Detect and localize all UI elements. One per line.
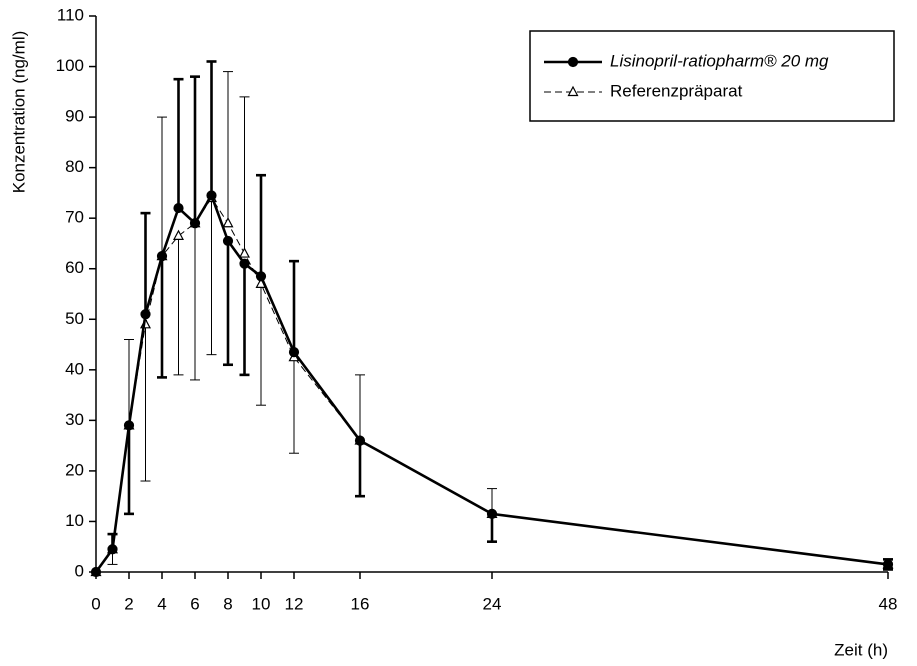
- y-tick-label: 100: [56, 56, 84, 75]
- x-tick-label: 24: [483, 594, 502, 613]
- point: [189, 218, 201, 229]
- point: [222, 235, 234, 247]
- legend-box: [529, 30, 895, 122]
- point: [123, 420, 135, 431]
- point: [239, 258, 250, 269]
- x-tick-label: 12: [285, 594, 304, 613]
- point: [107, 544, 118, 555]
- error-bar: [223, 240, 233, 367]
- x-tick-label: 6: [190, 594, 199, 613]
- y-tick-label: 20: [65, 460, 84, 479]
- y-tick-label: 70: [65, 208, 84, 227]
- x-tick-label: 0: [91, 594, 100, 613]
- point: [222, 216, 234, 228]
- legend-marker: [567, 85, 579, 97]
- error-bar: [223, 71, 233, 224]
- error-bar: [173, 77, 184, 209]
- error-bar: [157, 116, 167, 257]
- point: [140, 309, 151, 320]
- x-tick-label: 8: [223, 594, 232, 613]
- error-bar: [190, 223, 200, 381]
- error-bar: [124, 425, 134, 516]
- y-tick-label: 90: [65, 107, 84, 126]
- x-tick-label: 48: [879, 594, 898, 613]
- error-bar: [140, 211, 151, 315]
- error-bar: [289, 357, 299, 454]
- error-bar: [190, 75, 200, 224]
- y-tick-label: 10: [65, 511, 84, 530]
- x-axis-label: Zeit (h): [834, 640, 888, 659]
- x-tick-label: 16: [351, 594, 370, 613]
- point: [173, 229, 184, 240]
- y-axis-label: Konzentration (ng/ml): [9, 31, 28, 194]
- point: [90, 566, 102, 578]
- error-bar: [289, 259, 299, 353]
- point: [882, 559, 894, 570]
- point: [206, 190, 217, 201]
- error-bar: [124, 338, 134, 426]
- legend-marker: [567, 56, 579, 68]
- point: [288, 347, 300, 358]
- error-bar: [206, 60, 217, 196]
- legend-label: Referenzpräparat: [610, 81, 743, 100]
- x-tick-label: 4: [157, 594, 166, 613]
- point: [486, 508, 498, 519]
- point: [255, 271, 267, 282]
- error-bar: [173, 235, 184, 376]
- legend-label: Lisinopril-ratiopharm® 20 mg: [610, 51, 829, 70]
- error-bar: [239, 96, 250, 254]
- y-tick-label: 60: [65, 258, 84, 277]
- point: [239, 247, 250, 258]
- x-tick-label: 2: [124, 594, 133, 613]
- x-tick-label: 10: [252, 594, 271, 613]
- error-bar: [256, 283, 266, 406]
- y-tick-label: 30: [65, 410, 84, 429]
- y-tick-label: 80: [65, 157, 84, 176]
- point: [354, 435, 366, 446]
- y-tick-label: 110: [57, 5, 84, 24]
- error-bar: [206, 197, 217, 356]
- error-bar: [355, 374, 365, 441]
- point: [156, 250, 168, 262]
- point: [567, 85, 579, 97]
- error-bar: [157, 256, 167, 379]
- error-bar: [355, 440, 365, 498]
- error-bar: [256, 173, 266, 277]
- point: [173, 202, 184, 214]
- y-tick-label: 40: [65, 359, 84, 378]
- y-tick-label: 0: [75, 561, 84, 580]
- error-bar: [140, 324, 151, 482]
- point: [567, 56, 579, 68]
- error-bar: [239, 263, 250, 377]
- y-tick-label: 50: [65, 309, 84, 328]
